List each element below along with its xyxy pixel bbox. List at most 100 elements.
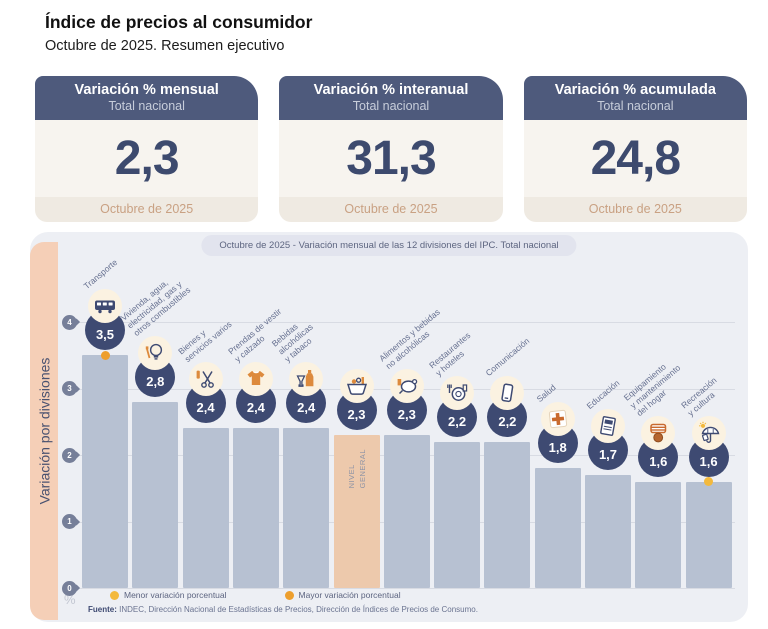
y-axis-tick: 2 bbox=[62, 447, 77, 463]
tshirt-icon bbox=[238, 362, 273, 397]
division-badge: 1,6 bbox=[634, 415, 682, 477]
gridline bbox=[75, 322, 735, 323]
card-footer: Octubre de 2025 bbox=[523, 197, 747, 222]
chart-bar bbox=[383, 435, 430, 588]
unit-label: % bbox=[64, 592, 76, 607]
mayor-dot-icon bbox=[100, 350, 110, 360]
chart-bar bbox=[82, 355, 128, 588]
card-subtitle: Total nacional bbox=[108, 99, 185, 113]
division-label: Salud bbox=[534, 382, 558, 405]
page-subtitle: Octubre de 2025. Resumen ejecutivo bbox=[45, 38, 285, 54]
bar-value: 2,3 bbox=[347, 407, 366, 423]
restaurant-icon bbox=[440, 375, 475, 410]
division-label: Recreación y cultura bbox=[678, 374, 719, 418]
card-period: Octubre de 2025 bbox=[588, 202, 682, 216]
card-body: 24,8 bbox=[523, 120, 747, 197]
division-label: Transporte bbox=[81, 257, 120, 292]
card-header: Variación % interanual Total nacional bbox=[279, 76, 503, 120]
chart-bar bbox=[434, 441, 481, 588]
card-footer: Octubre de 2025 bbox=[279, 197, 503, 222]
bar-value: 2,4 bbox=[246, 400, 265, 416]
chart-bar bbox=[182, 428, 229, 588]
bar-value: 1,6 bbox=[699, 453, 718, 469]
division-label: Educación bbox=[584, 377, 622, 411]
summary-cards: Variación % mensual Total nacional 2,3 O… bbox=[35, 76, 747, 222]
division-badge: 2,8 bbox=[131, 335, 179, 397]
division-badge: 1,7 bbox=[584, 408, 632, 470]
card-variacion-mensual: Variación % mensual Total nacional 2,3 O… bbox=[35, 76, 259, 222]
card-value: 24,8 bbox=[590, 132, 681, 185]
chart-bar bbox=[484, 441, 531, 588]
chart-panel: Octubre de 2025 - Variación mensual de l… bbox=[30, 232, 748, 622]
bar-value: 2,4 bbox=[196, 400, 215, 416]
division-badge: 2,2 bbox=[483, 375, 531, 437]
division-badge: 2,4 bbox=[282, 362, 330, 424]
medical-cross-icon bbox=[540, 402, 575, 437]
y-axis-tick: 3 bbox=[62, 381, 77, 396]
division-badge: 1,6 bbox=[685, 415, 733, 477]
bar-value: 2,8 bbox=[146, 373, 165, 389]
legend-item-menor: Menor variación porcentual bbox=[110, 590, 227, 600]
division-badge: 2,4 bbox=[182, 362, 230, 424]
menor-dot-icon bbox=[110, 590, 119, 600]
mayor-dot-icon bbox=[284, 590, 294, 600]
chart-bar bbox=[132, 401, 179, 588]
bar-value: 1,8 bbox=[548, 440, 567, 456]
division-label: Bienes y servicios varios bbox=[175, 319, 234, 365]
washer-icon bbox=[641, 415, 676, 450]
chart-bar bbox=[685, 481, 732, 588]
bar-chart: % 4 3 2 1 0 3,5 Transporte 2,8 Vivienda, agua, e… bbox=[30, 232, 748, 622]
division-label: Vivienda, agua, electricidad, gas y otro… bbox=[118, 277, 193, 338]
y-axis-tick: 1 bbox=[62, 514, 77, 529]
phone-icon bbox=[490, 375, 525, 410]
card-subtitle: Total nacional bbox=[597, 99, 674, 113]
chart-bar bbox=[232, 428, 279, 588]
chart-side-label: Variación por divisiones bbox=[36, 357, 53, 505]
card-header: Variación % mensual Total nacional bbox=[35, 76, 259, 120]
menor-dot-icon bbox=[704, 477, 714, 487]
division-badge: 2,3 bbox=[383, 369, 431, 431]
bar-value: 1,7 bbox=[598, 446, 618, 462]
chart-bar bbox=[635, 481, 682, 588]
card-title: Variación % mensual bbox=[74, 82, 219, 98]
card-body: 2,3 bbox=[35, 120, 259, 197]
bar-nivel-general: NIVEL GENERAL bbox=[333, 435, 380, 588]
card-period: Octubre de 2025 bbox=[100, 202, 194, 216]
bar-value: 2,2 bbox=[498, 413, 517, 429]
division-badge: 2,4 bbox=[232, 362, 280, 424]
card-header: Variación % acumulada Total nacional bbox=[523, 76, 747, 120]
umbrella-icon bbox=[691, 415, 726, 450]
basket-icon bbox=[339, 369, 374, 404]
bottle-icon bbox=[289, 362, 324, 397]
card-variacion-interanual: Variación % interanual Total nacional 31… bbox=[279, 76, 503, 222]
legend-label: Mayor variación porcentual bbox=[298, 590, 401, 600]
chart-bar bbox=[283, 428, 330, 588]
bar-value: 2,3 bbox=[397, 407, 416, 423]
card-title: Variación % interanual bbox=[313, 82, 469, 98]
card-footer: Octubre de 2025 bbox=[35, 197, 259, 222]
division-badge: 2,2 bbox=[433, 375, 481, 437]
source-line: Fuente: INDEC, Dirección Nacional de Est… bbox=[88, 605, 478, 614]
division-label: Comunicación bbox=[483, 335, 532, 378]
page-title: Índice de precios al consumidor bbox=[45, 12, 313, 32]
nivel-general-label: NIVEL GENERAL bbox=[346, 449, 367, 489]
chart-side-strip: Variación por divisiones bbox=[30, 242, 58, 620]
y-axis-tick: 4 bbox=[62, 314, 77, 330]
division-label: Restaurantes y hoteles bbox=[427, 329, 473, 378]
division-label: Equipamiento y mantenimiento del hogar bbox=[621, 361, 683, 418]
chart-bar bbox=[534, 468, 581, 588]
lightbulb-icon bbox=[138, 335, 173, 370]
legend-label: Menor variación porcentual bbox=[124, 590, 227, 600]
chart-header-pill: Octubre de 2025 - Variación mensual de l… bbox=[201, 235, 577, 256]
division-badge: 1,8 bbox=[534, 402, 582, 464]
bar-value: 2,4 bbox=[297, 400, 316, 416]
y-axis-tick: 0 bbox=[62, 580, 77, 596]
card-body: 31,3 bbox=[279, 120, 503, 197]
card-subtitle: Total nacional bbox=[352, 99, 430, 113]
card-title: Variación % acumulada bbox=[554, 82, 716, 98]
scissors-icon bbox=[188, 362, 223, 397]
card-period: Octubre de 2025 bbox=[344, 202, 438, 216]
division-badge: 3,5 bbox=[81, 289, 129, 351]
poultry-icon bbox=[389, 369, 424, 404]
gridline bbox=[75, 588, 735, 589]
